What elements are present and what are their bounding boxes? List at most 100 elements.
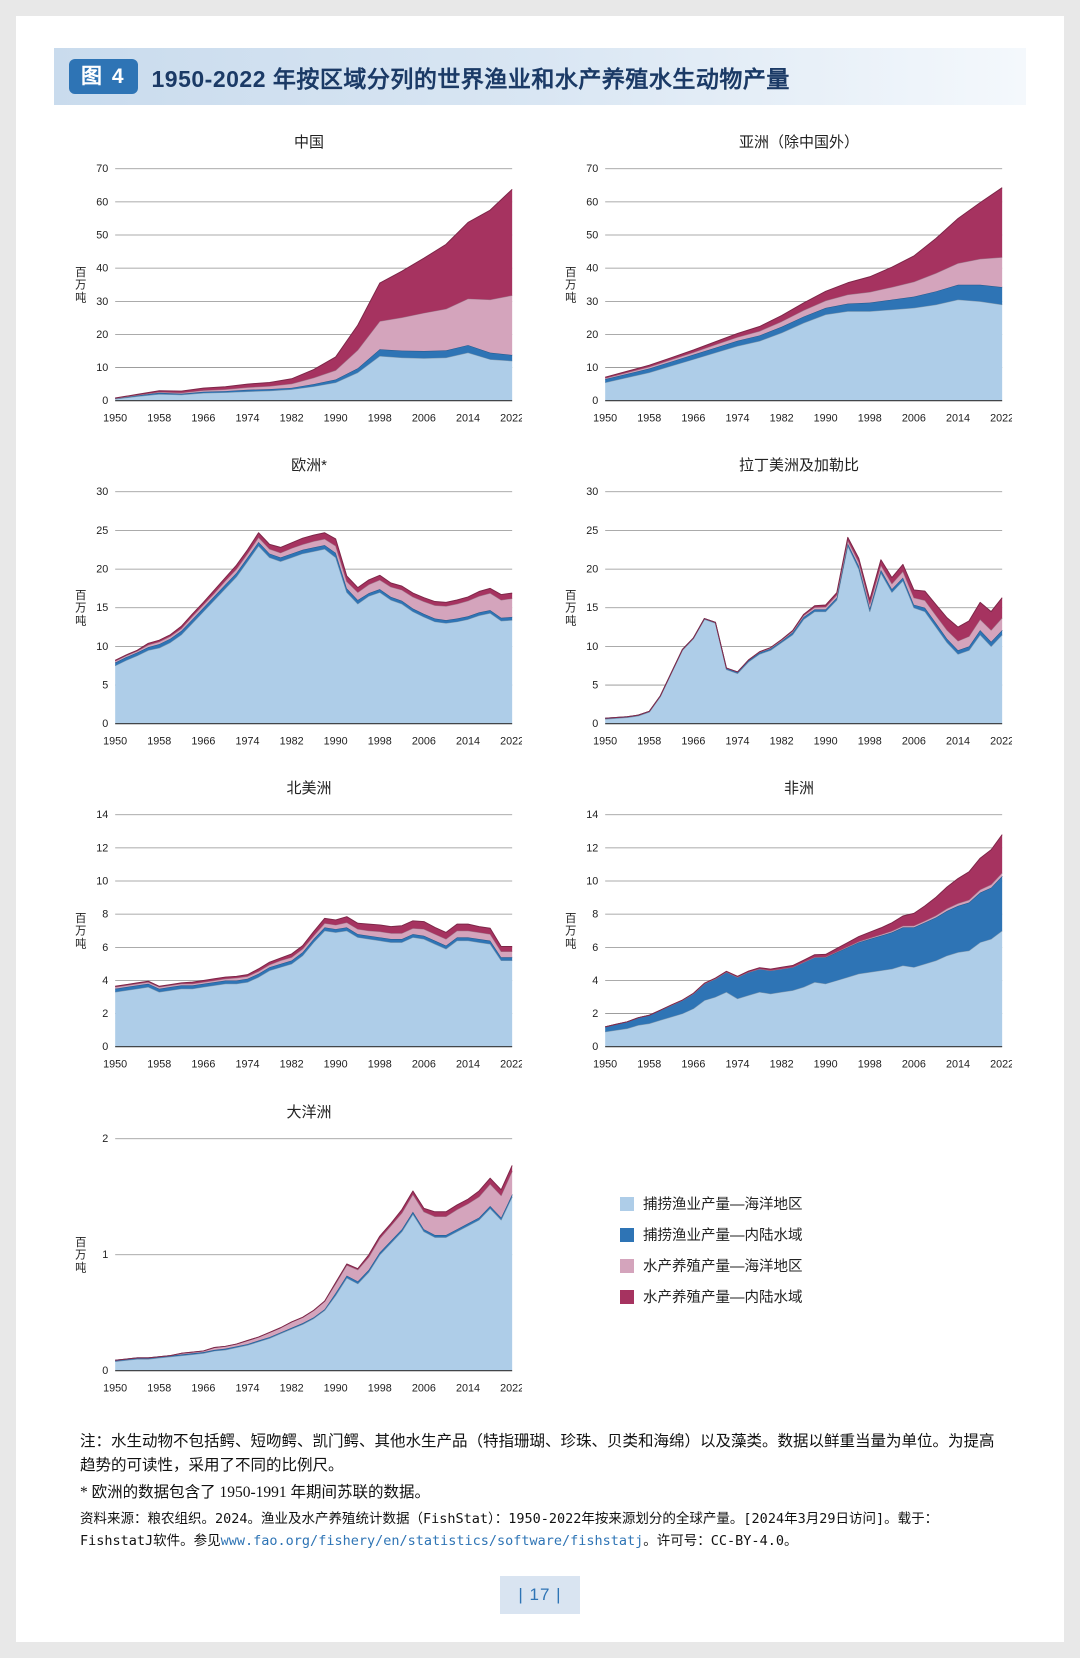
svg-text:1958: 1958 [147,412,171,424]
svg-text:40: 40 [586,263,598,275]
svg-text:30: 30 [586,296,598,308]
chart-title: 拉丁美洲及加勒比 [738,457,859,475]
svg-text:万: 万 [565,280,576,292]
svg-text:1974: 1974 [726,736,750,748]
svg-text:1958: 1958 [637,736,661,748]
report-page: 图 4 1950-2022 年按区域分列的世界渔业和水产养殖水生动物产量 中国 … [16,16,1064,1643]
svg-text:1998: 1998 [368,412,392,424]
svg-text:2022: 2022 [500,736,522,748]
legend-item: 水产养殖产量—海洋地区 [620,1255,1012,1276]
svg-text:20: 20 [96,564,108,576]
svg-text:1958: 1958 [147,1059,171,1071]
figure-number-badge: 图 4 [69,59,138,94]
svg-text:百: 百 [75,1236,86,1248]
svg-text:2006: 2006 [902,736,926,748]
svg-text:0: 0 [102,1365,108,1377]
svg-text:1974: 1974 [236,1382,260,1394]
svg-text:1966: 1966 [681,736,705,748]
svg-text:2022: 2022 [990,412,1012,424]
svg-text:1974: 1974 [726,1059,750,1071]
legend-item: 捕捞渔业产量—海洋地区 [620,1193,1012,1214]
svg-text:0: 0 [592,395,598,407]
svg-text:百: 百 [565,913,576,925]
svg-text:百: 百 [565,590,576,602]
chart-panel-oceania: 大洋洲 0 1 2 1950 1958 1966 1974 1982 1990 1998 2006 2… [68,1101,522,1400]
svg-text:5: 5 [102,680,108,692]
page-number: | 17 | [500,1576,580,1615]
svg-text:14: 14 [96,810,108,822]
svg-text:1958: 1958 [147,736,171,748]
svg-text:百: 百 [75,267,86,279]
svg-text:10: 10 [96,362,108,374]
svg-text:1982: 1982 [770,736,794,748]
svg-text:6: 6 [592,942,598,954]
legend-label: 水产养殖产量—内陆水域 [643,1290,803,1307]
svg-text:1: 1 [102,1249,108,1261]
chart-title: 大洋洲 [286,1103,332,1121]
svg-text:万: 万 [75,1249,86,1261]
svg-text:60: 60 [586,196,598,208]
svg-text:吨: 吨 [75,615,86,628]
chart-panel-asia-excl-china: 亚洲（除中国外） 0 10 20 30 40 50 60 70 1950 1958 1966 1974… [558,131,1012,430]
svg-text:0: 0 [592,718,598,730]
svg-text:2006: 2006 [902,1059,926,1071]
svg-text:1998: 1998 [858,736,882,748]
svg-text:1982: 1982 [280,1382,304,1394]
note-asterisk: * 欧洲的数据包含了 1950-1991 年期间苏联的数据。 [80,1483,431,1501]
svg-text:1998: 1998 [858,412,882,424]
legend-label: 水产养殖产量—海洋地区 [643,1259,803,1276]
stacked-area-chart: 0 2 4 6 8 10 12 14 1950 1958 1966 1974 1982 1990 1998 2… [68,803,522,1076]
svg-text:30: 30 [586,486,598,498]
svg-text:6: 6 [102,942,108,954]
svg-text:2014: 2014 [946,736,970,748]
svg-text:2: 2 [102,1133,108,1145]
svg-text:30: 30 [96,486,108,498]
stacked-area-chart: 0 5 10 15 20 25 30 1950 1958 1966 1974 1982 1990 1998… [558,480,1012,753]
legend-label: 捕捞渔业产量—海洋地区 [643,1197,803,1214]
svg-text:万: 万 [565,603,576,615]
svg-text:50: 50 [586,229,598,241]
svg-text:1990: 1990 [324,1059,348,1071]
svg-text:25: 25 [96,525,108,537]
svg-text:2022: 2022 [500,412,522,424]
svg-text:1990: 1990 [814,1059,838,1071]
svg-text:1950: 1950 [103,1059,127,1071]
chart-panel-china: 中国 0 10 20 30 40 50 60 70 1950 1958 1966 1974 1982 19… [68,131,522,430]
svg-text:1990: 1990 [814,412,838,424]
chart-title: 亚洲（除中国外） [738,134,859,151]
note-main: 注：水生动物不包括鳄、短吻鳄、凯门鳄、其他水生产品（特指珊瑚、珍珠、贝类和海绵）… [80,1432,995,1474]
svg-text:60: 60 [96,196,108,208]
svg-text:1966: 1966 [191,736,215,748]
svg-text:2022: 2022 [990,736,1012,748]
svg-text:吨: 吨 [75,938,86,951]
source-link[interactable]: www.fao.org/fishery/en/statistics/softwa… [220,1533,644,1549]
svg-text:20: 20 [96,329,108,341]
svg-text:1998: 1998 [858,1059,882,1071]
svg-text:万: 万 [75,926,86,938]
svg-text:1950: 1950 [593,412,617,424]
svg-text:1998: 1998 [368,736,392,748]
svg-text:4: 4 [592,975,598,987]
svg-text:0: 0 [102,395,108,407]
svg-text:吨: 吨 [565,291,576,304]
svg-text:10: 10 [586,641,598,653]
svg-text:1990: 1990 [324,736,348,748]
svg-text:1950: 1950 [103,1382,127,1394]
stacked-area-chart: 0 10 20 30 40 50 60 70 1950 1958 1966 1974 1982 1990 1… [558,157,1012,430]
svg-text:2022: 2022 [990,1059,1012,1071]
svg-text:8: 8 [102,909,108,921]
legend-swatch-icon [620,1196,634,1211]
figure-notes: 注：水生动物不包括鳄、短吻鳄、凯门鳄、其他水生产品（特指珊瑚、珍珠、贝类和海绵）… [80,1430,1000,1553]
svg-text:1950: 1950 [103,412,127,424]
svg-text:2014: 2014 [946,412,970,424]
chart-panel-africa: 非洲 0 2 4 6 8 10 12 14 1950 1958 1966 1974 1982 1990 19… [558,777,1012,1076]
svg-text:15: 15 [586,602,598,614]
svg-text:1966: 1966 [191,1059,215,1071]
svg-text:1958: 1958 [147,1382,171,1394]
figure-title: 1950-2022 年按区域分列的世界渔业和水产养殖水生动物产量 [151,65,790,92]
svg-text:15: 15 [96,602,108,614]
legend-label: 捕捞渔业产量—内陆水域 [643,1228,803,1245]
stacked-area-chart: 0 2 4 6 8 10 12 14 1950 1958 1966 1974 1982 1990 1998 2… [558,803,1012,1076]
svg-text:吨: 吨 [565,938,576,951]
svg-text:12: 12 [96,843,108,855]
